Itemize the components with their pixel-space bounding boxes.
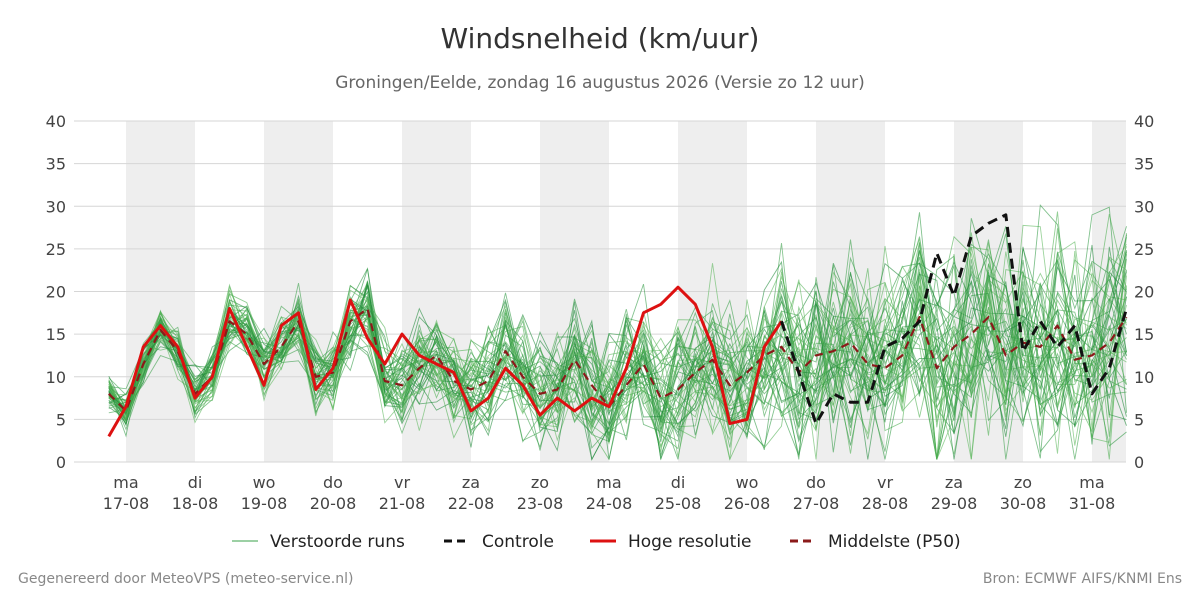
x-tick-day: zo <box>531 473 549 492</box>
x-tick-day: ma <box>113 473 138 492</box>
y-tick-label-left: 25 <box>46 240 66 259</box>
y-tick-label-right: 30 <box>1134 197 1154 216</box>
chart-title: Windsnelheid (km/uur) <box>440 22 760 55</box>
x-tick-date: 24-08 <box>586 494 633 513</box>
x-tick-date: 25-08 <box>655 494 702 513</box>
ensemble-run <box>108 250 1127 457</box>
y-tick-label-left: 20 <box>46 283 66 302</box>
y-tick-label-left: 5 <box>56 410 66 429</box>
x-tick-date: 19-08 <box>241 494 288 513</box>
x-tick-date: 18-08 <box>172 494 219 513</box>
legend-label-hires: Hoge resolutie <box>628 532 752 552</box>
y-tick-label-left: 40 <box>46 112 66 131</box>
legend-label-control: Controle <box>482 532 554 552</box>
ensemble-run <box>108 226 1127 460</box>
legend-label-ensemble: Verstoorde runs <box>270 532 405 552</box>
series-controle <box>780 213 1128 426</box>
y-tick-label-left: 35 <box>46 155 66 174</box>
chart-subtitle: Groningen/Eelde, zondag 16 augustus 2026… <box>335 73 865 93</box>
x-tick-date: 23-08 <box>517 494 564 513</box>
x-tick-day: za <box>462 473 480 492</box>
ensemble-run <box>108 251 1127 457</box>
x-tick-day: wo <box>736 473 759 492</box>
x-tick-date: 17-08 <box>103 494 150 513</box>
x-tick-date: 20-08 <box>310 494 357 513</box>
x-tick-date: 21-08 <box>379 494 426 513</box>
y-tick-label-left: 30 <box>46 197 66 216</box>
legend: Verstoorde runs Controle Hoge resolutie Mid… <box>232 532 961 552</box>
y-tick-label-right: 10 <box>1134 368 1154 387</box>
series-middelste-p50 <box>108 307 1128 412</box>
x-tick-date: 26-08 <box>724 494 771 513</box>
x-tick-day: ma <box>1079 473 1104 492</box>
y-axis-left: 0 5 10 15 20 25 30 35 40 <box>46 112 66 472</box>
x-tick-date: 29-08 <box>931 494 978 513</box>
ensemble-run <box>108 272 1127 446</box>
x-tick-day: ma <box>596 473 621 492</box>
y-tick-label-right: 40 <box>1134 112 1154 131</box>
y-tick-label-right: 15 <box>1134 325 1154 344</box>
y-tick-label-right: 25 <box>1134 240 1154 259</box>
x-tick-day: vr <box>394 473 410 492</box>
y-tick-label-right: 0 <box>1134 453 1144 472</box>
x-tick-day: wo <box>253 473 276 492</box>
y-tick-label-right: 20 <box>1134 283 1154 302</box>
x-tick-date: 27-08 <box>793 494 840 513</box>
x-tick-day: do <box>806 473 826 492</box>
x-tick-day: di <box>188 473 203 492</box>
y-tick-label-left: 15 <box>46 325 66 344</box>
x-axis: ma 17-08 di 18-08 wo 19-08 do 20-08 vr 21-08 za 22-… <box>103 473 1116 513</box>
y-tick-label-right: 5 <box>1134 410 1144 429</box>
footer-generator: Gegenereerd door MeteoVPS (meteo-service… <box>18 571 354 587</box>
x-tick-date: 31-08 <box>1069 494 1116 513</box>
legend-label-median: Middelste (P50) <box>828 532 961 552</box>
x-tick-day: vr <box>877 473 893 492</box>
y-tick-label-left: 10 <box>46 368 66 387</box>
series-hoge-resolutie <box>107 285 783 438</box>
y-tick-label-right: 35 <box>1134 155 1154 174</box>
x-tick-day: zo <box>1014 473 1032 492</box>
x-tick-day: za <box>945 473 963 492</box>
x-tick-day: di <box>671 473 686 492</box>
x-tick-date: 22-08 <box>448 494 495 513</box>
y-tick-label-left: 0 <box>56 453 66 472</box>
footer-source: Bron: ECMWF AIFS/KNMI Ens <box>982 571 1182 587</box>
ensemble-run <box>108 261 1127 425</box>
y-axis-right: 0 5 10 15 20 25 30 35 40 <box>1134 112 1154 472</box>
x-tick-date: 28-08 <box>862 494 909 513</box>
x-tick-date: 30-08 <box>1000 494 1047 513</box>
ensemble-run <box>108 245 1127 426</box>
x-tick-day: do <box>323 473 343 492</box>
main-series <box>107 213 1128 438</box>
